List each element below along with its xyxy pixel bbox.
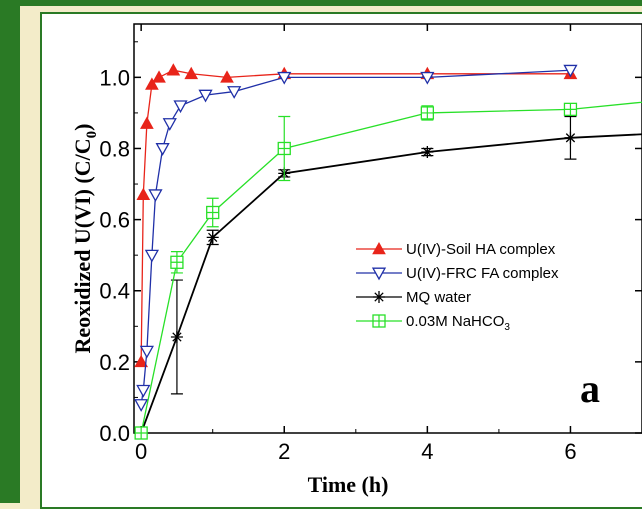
legend-label: 0.03M NaHCO3 — [406, 313, 510, 333]
data-point — [148, 189, 163, 203]
data-point — [421, 146, 434, 159]
plot-frame — [133, 23, 642, 434]
data-point — [198, 89, 213, 103]
data-point — [563, 64, 578, 78]
legend-label-text: U(IV)-FRC FA complex — [406, 265, 559, 282]
data-point — [184, 66, 199, 80]
y-axis-title-close: ) — [70, 124, 95, 131]
data-point — [162, 118, 177, 131]
x-tick-label: 6 — [564, 439, 576, 464]
data-point — [220, 70, 234, 83]
x-axis-title: Time (h) — [308, 472, 389, 497]
chart-panel: 0 2 4 6 0.0 0.2 0.4 0.6 0.8 1.0 Time (h) Reoxidized… — [40, 12, 642, 509]
data-point — [139, 345, 154, 359]
data-point — [136, 187, 151, 201]
y-axis-title: Reoxidized U(VI) (C/C0) — [70, 124, 100, 354]
legend-label: U(IV)-FRC FA complex — [406, 265, 559, 282]
legend-marker — [372, 241, 386, 255]
legend-marker — [371, 267, 387, 281]
y-tick-label: 1.0 — [99, 65, 130, 90]
legend-marker-cross — [373, 315, 385, 327]
y-axis-title-main: Reoxidized U(VI) (C/C — [70, 138, 95, 353]
data-point-cross — [421, 106, 434, 119]
data-point — [145, 77, 159, 90]
data-point — [166, 63, 181, 76]
legend-label-text: MQ water — [406, 289, 471, 306]
y-tick-label: 0.4 — [99, 279, 130, 304]
data-point — [170, 330, 183, 343]
data-point — [134, 354, 149, 368]
y-tick-label: 0.8 — [99, 136, 130, 161]
x-tick-label: 0 — [135, 439, 147, 464]
data-point — [134, 399, 149, 412]
data-point — [420, 71, 435, 85]
legend-label-text: U(IV)-Soil HA complex — [406, 241, 556, 258]
series-line-1 — [140, 69, 571, 362]
data-point — [173, 100, 188, 114]
legend-label: MQ water — [406, 289, 471, 306]
y-axis-title-subscript: 0 — [84, 131, 100, 139]
data-point — [140, 116, 154, 129]
data-point — [144, 249, 159, 263]
series-line-3 — [140, 133, 642, 433]
y-tick-label: 0.0 — [99, 421, 130, 446]
series-line-4 — [140, 101, 642, 433]
legend-label-text: 0.03M NaHCO — [406, 313, 504, 330]
chart-svg: 0 2 4 6 0.0 0.2 0.4 0.6 0.8 1.0 Time (h) Reoxidized… — [70, 23, 642, 497]
data-point — [155, 143, 170, 156]
x-tick-label: 2 — [278, 439, 290, 464]
data-point — [152, 70, 166, 83]
data-point-cross — [135, 427, 148, 439]
data-point-cross — [564, 103, 577, 116]
y-tick-label: 0.6 — [99, 208, 130, 233]
data-point — [277, 71, 292, 85]
data-point — [136, 384, 151, 398]
legend-marker — [373, 291, 385, 303]
data-point-cross — [278, 142, 291, 155]
data-point — [564, 131, 577, 144]
data-point — [227, 86, 242, 99]
data-point-cross — [206, 206, 219, 219]
x-tick-label: 4 — [421, 439, 433, 464]
data-point — [206, 231, 219, 244]
data-point-cross — [170, 256, 183, 269]
legend-label: U(IV)-Soil HA complex — [406, 241, 556, 258]
series-line-2 — [140, 69, 571, 405]
legend-label-subscript: 3 — [504, 322, 510, 333]
panel-letter: a — [580, 366, 600, 411]
y-tick-label: 0.2 — [99, 350, 130, 375]
